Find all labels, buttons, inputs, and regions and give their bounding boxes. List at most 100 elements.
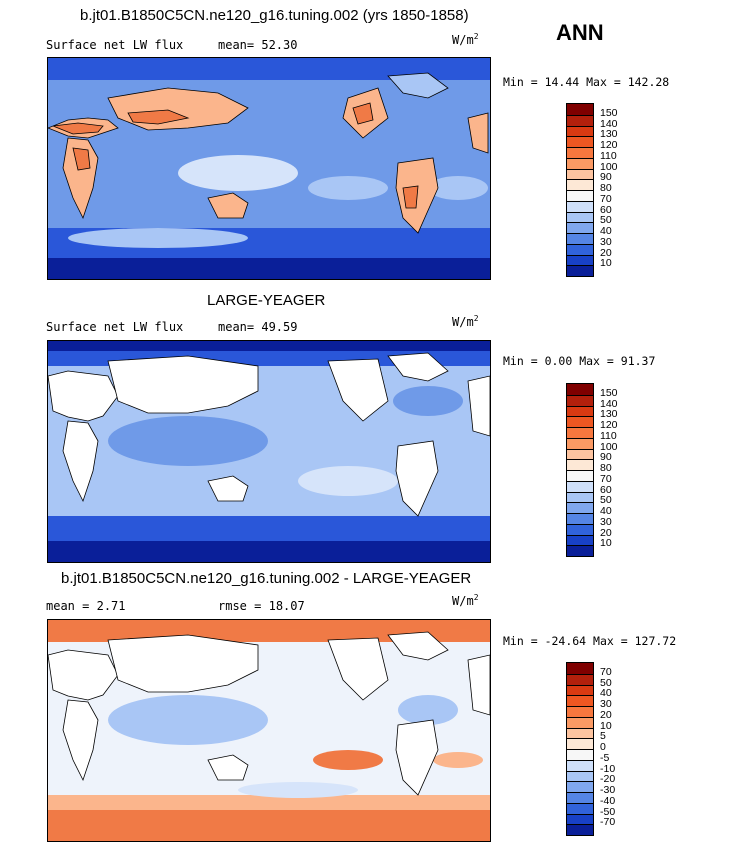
colorbar-swatch <box>567 802 593 814</box>
colorbar-swatch <box>567 727 593 739</box>
map-region <box>393 386 463 416</box>
colorbar-tick-label: 10 <box>600 537 612 550</box>
colorbar-swatch <box>567 136 593 147</box>
colorbar-swatch <box>567 190 593 201</box>
panel1-variable: Surface net LW flux <box>46 38 184 52</box>
panel3-rmse-label: rmse = <box>218 599 262 613</box>
colorbar-tick-label: -50 <box>600 805 616 818</box>
colorbar-swatch <box>567 179 593 190</box>
colorbar-swatch <box>567 384 593 395</box>
colorbar-tick-label: 40 <box>600 225 612 237</box>
colorbar-swatch <box>567 265 593 276</box>
max-value: 91.37 <box>620 354 656 368</box>
colorbar-swatch <box>567 459 593 470</box>
colorbar-tick-label: 90 <box>600 451 612 464</box>
panel2-colorbar <box>566 383 594 557</box>
colorbar-swatch <box>567 545 593 556</box>
colorbar-swatch <box>567 200 593 212</box>
colorbar-swatch <box>567 534 593 546</box>
colorbar-tick-label: 40 <box>600 687 612 700</box>
panel2-map-svg <box>48 341 490 562</box>
colorbar-tick-label: 60 <box>600 203 612 216</box>
colorbar-swatch <box>567 147 593 158</box>
colorbar-tick-label: -5 <box>600 751 610 764</box>
colorbar-swatch <box>567 448 593 460</box>
panel1-map <box>47 57 491 280</box>
colorbar-tick-label: 50 <box>600 676 612 689</box>
panel3-title: b.jt01.B1850C5CN.ne120_g16.tuning.002 - … <box>61 570 472 587</box>
panel3-rmse-value: 18.07 <box>268 599 305 613</box>
panel2-mean: mean= 49.59 <box>218 320 297 334</box>
min-value: 0.00 <box>544 354 573 368</box>
colorbar-swatch <box>567 437 593 449</box>
map-region <box>62 699 99 782</box>
map-region <box>52 122 104 135</box>
map-region <box>433 752 483 768</box>
panel1-colorbar-labels: 150 140 130 120 110 100 90 80 70 60 50 40 30 20 10 <box>600 103 640 275</box>
map-region <box>402 185 419 209</box>
colorbar-swatch <box>567 157 593 169</box>
panel2-colorbar-labels: 150 140 130 120 110 100 90 80 70 60 50 40 30 20 10 <box>600 383 640 555</box>
colorbar-tick-label: -40 <box>600 794 616 807</box>
colorbar-swatch <box>567 813 593 825</box>
colorbar-tick-label: -20 <box>600 773 616 786</box>
colorbar-swatch <box>567 738 593 749</box>
map-region <box>48 370 119 422</box>
colorbar-swatch <box>567 684 593 696</box>
panel1-mean: mean= 52.30 <box>218 38 297 52</box>
colorbar-tick-label: 40 <box>600 505 612 517</box>
colorbar-tick-label: 120 <box>600 139 618 151</box>
panel3-minmax: Min = -24.64 Max = 127.72 <box>503 634 676 648</box>
colorbar-tick-label: 20 <box>600 526 612 539</box>
colorbar-tick-label: 150 <box>600 386 618 399</box>
colorbar-swatch <box>567 168 593 180</box>
colorbar-tick-label: 10 <box>600 257 612 270</box>
colorbar-swatch <box>567 480 593 492</box>
map-region <box>62 420 99 503</box>
map-region <box>387 631 449 661</box>
colorbar-tick-label: 70 <box>600 192 612 205</box>
colorbar-tick-label: 130 <box>600 128 618 141</box>
map-region <box>467 375 490 437</box>
map-region <box>207 754 249 781</box>
panel3-colorbar <box>566 662 594 836</box>
map-region <box>467 112 489 154</box>
colorbar-swatch <box>567 233 593 244</box>
panel2-units: W/m2 <box>452 314 479 329</box>
panel2-title: LARGE-YEAGER <box>207 292 326 309</box>
map-region <box>48 258 490 279</box>
colorbar-tick-label: -10 <box>600 762 616 775</box>
colorbar-tick-label: 80 <box>600 182 612 194</box>
colorbar-tick-label: 30 <box>600 515 612 528</box>
colorbar-swatch <box>567 502 593 513</box>
colorbar-tick-label: 150 <box>600 106 618 119</box>
min-value: -24.64 <box>544 634 587 648</box>
colorbar-tick-label: 5 <box>600 730 606 743</box>
colorbar-swatch <box>567 104 593 115</box>
max-label: Max = <box>579 354 614 368</box>
colorbar-swatch <box>567 824 593 835</box>
units-base: W/m <box>452 594 474 608</box>
map-region <box>48 649 119 701</box>
panel1-minmax: Min = 14.44 Max = 142.28 <box>503 75 669 89</box>
colorbar-swatch <box>567 523 593 535</box>
map-region <box>108 695 268 745</box>
colorbar-tick-label: 70 <box>600 472 612 485</box>
colorbar-tick-label: 100 <box>600 160 618 173</box>
map-region <box>72 147 91 171</box>
colorbar-swatch <box>567 749 593 760</box>
colorbar-swatch <box>567 770 593 782</box>
map-region <box>327 358 389 422</box>
colorbar-swatch <box>567 222 593 233</box>
map-region <box>68 228 248 248</box>
map-region <box>238 782 358 798</box>
units-base: W/m <box>452 315 474 329</box>
max-label: Max = <box>593 634 628 648</box>
map-region <box>48 810 490 841</box>
map-region <box>108 416 268 466</box>
map-region <box>207 475 249 502</box>
colorbar-swatch <box>567 254 593 266</box>
panel3-rmse: rmse = 18.07 <box>218 599 305 613</box>
map-region <box>298 466 398 496</box>
colorbar-tick-label: 50 <box>600 214 612 227</box>
